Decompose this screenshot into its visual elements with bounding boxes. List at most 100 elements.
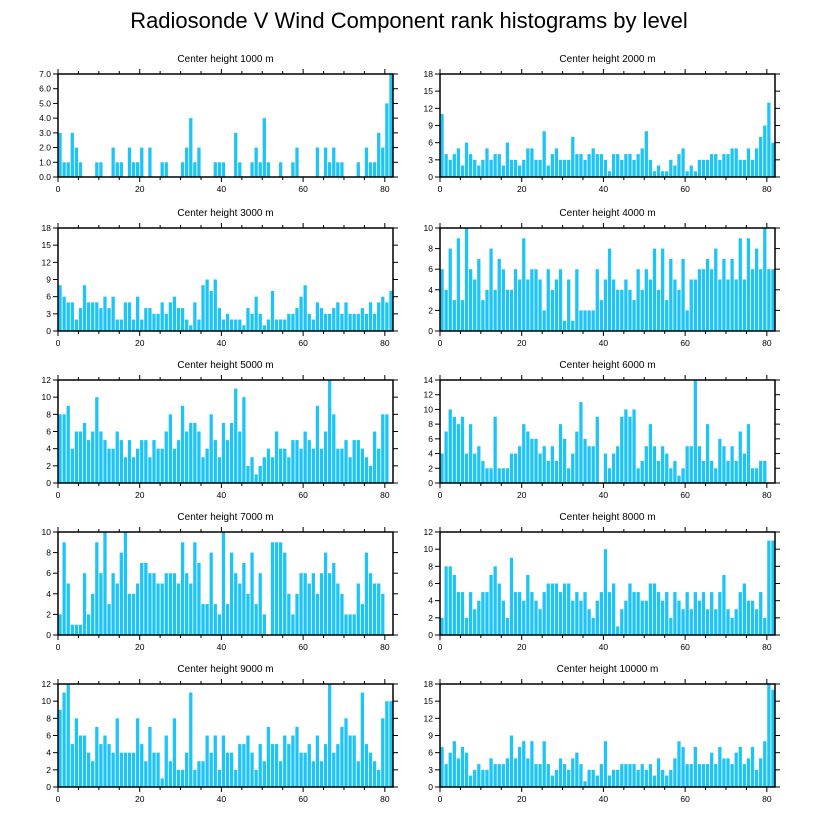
bar xyxy=(509,289,514,331)
bar xyxy=(595,600,599,635)
bar xyxy=(91,593,95,635)
bar xyxy=(213,279,217,331)
bar xyxy=(665,171,669,177)
bar xyxy=(332,147,336,177)
panel-title: Center height 8000 m xyxy=(559,512,655,523)
ytick-label: 2 xyxy=(428,463,433,473)
bar xyxy=(225,440,230,483)
bar xyxy=(201,604,205,635)
bar xyxy=(599,764,604,787)
bar xyxy=(562,159,567,177)
bar xyxy=(385,701,389,787)
bar xyxy=(464,453,469,483)
bar xyxy=(123,302,128,331)
bar xyxy=(473,453,477,483)
bar xyxy=(611,154,616,177)
bar xyxy=(530,592,534,635)
bar xyxy=(225,313,230,331)
bar xyxy=(234,573,238,635)
bar xyxy=(599,154,604,177)
bar xyxy=(771,269,775,331)
bar xyxy=(493,764,497,787)
bar xyxy=(567,279,571,331)
bar xyxy=(364,147,369,177)
bar xyxy=(119,319,123,331)
bar xyxy=(530,438,534,483)
bar xyxy=(221,532,226,635)
bar xyxy=(603,741,608,787)
bar xyxy=(497,468,501,483)
bar xyxy=(344,614,348,635)
bar xyxy=(722,154,726,177)
bar xyxy=(234,769,238,787)
bar xyxy=(95,162,99,177)
bar xyxy=(677,289,681,331)
bar xyxy=(701,460,706,483)
bar xyxy=(656,758,661,787)
bar xyxy=(522,159,526,177)
ytick-label: 12 xyxy=(424,527,434,537)
bar xyxy=(669,468,673,483)
bar xyxy=(526,574,530,635)
bar xyxy=(652,248,657,331)
bar xyxy=(368,302,373,331)
bar xyxy=(493,289,497,331)
bar xyxy=(381,414,385,483)
bar xyxy=(381,593,385,635)
bar xyxy=(229,319,234,331)
bar xyxy=(86,614,91,635)
bar xyxy=(644,269,648,331)
bar xyxy=(554,769,559,787)
bar xyxy=(152,752,156,787)
bar xyxy=(542,131,546,177)
bar xyxy=(452,741,456,787)
bar xyxy=(246,308,250,331)
xtick-label: 40 xyxy=(217,490,227,500)
bar xyxy=(746,758,751,787)
bar xyxy=(266,726,271,787)
bar xyxy=(640,460,644,483)
bar xyxy=(389,74,393,177)
bar xyxy=(648,159,653,177)
bar xyxy=(636,769,640,787)
bar xyxy=(140,562,144,635)
bar xyxy=(372,583,377,635)
panel-title: Center height 5000 m xyxy=(177,360,273,371)
bar xyxy=(242,744,246,787)
bar xyxy=(689,446,693,483)
xtick-label: 60 xyxy=(680,338,690,348)
bar xyxy=(636,154,640,177)
bar xyxy=(518,165,522,177)
bar xyxy=(701,159,706,177)
bar xyxy=(652,583,657,635)
ytick-label: 8 xyxy=(428,244,433,254)
bar xyxy=(759,758,763,787)
bar xyxy=(571,136,575,177)
bar xyxy=(136,583,140,635)
ytick-label: 12 xyxy=(42,257,52,267)
bar xyxy=(164,313,168,331)
bar xyxy=(103,296,107,331)
ytick-label: 2 xyxy=(46,765,51,775)
bar xyxy=(217,457,222,483)
bar xyxy=(144,440,148,483)
bar xyxy=(464,752,469,787)
panel-title: Center height 1000 m xyxy=(177,54,273,65)
bar xyxy=(323,147,328,177)
bar xyxy=(730,258,734,331)
bar xyxy=(78,624,83,635)
bar xyxy=(58,709,62,787)
bar xyxy=(567,769,571,787)
bar xyxy=(763,125,767,177)
bar xyxy=(648,583,653,635)
bar xyxy=(368,752,373,787)
ytick-label: 4 xyxy=(428,285,433,295)
bar xyxy=(714,764,718,787)
bar xyxy=(534,159,538,177)
bar xyxy=(197,319,201,331)
bar xyxy=(477,258,481,331)
bar xyxy=(291,735,295,787)
bar xyxy=(607,468,612,483)
bar xyxy=(127,593,132,635)
bar xyxy=(620,289,624,331)
